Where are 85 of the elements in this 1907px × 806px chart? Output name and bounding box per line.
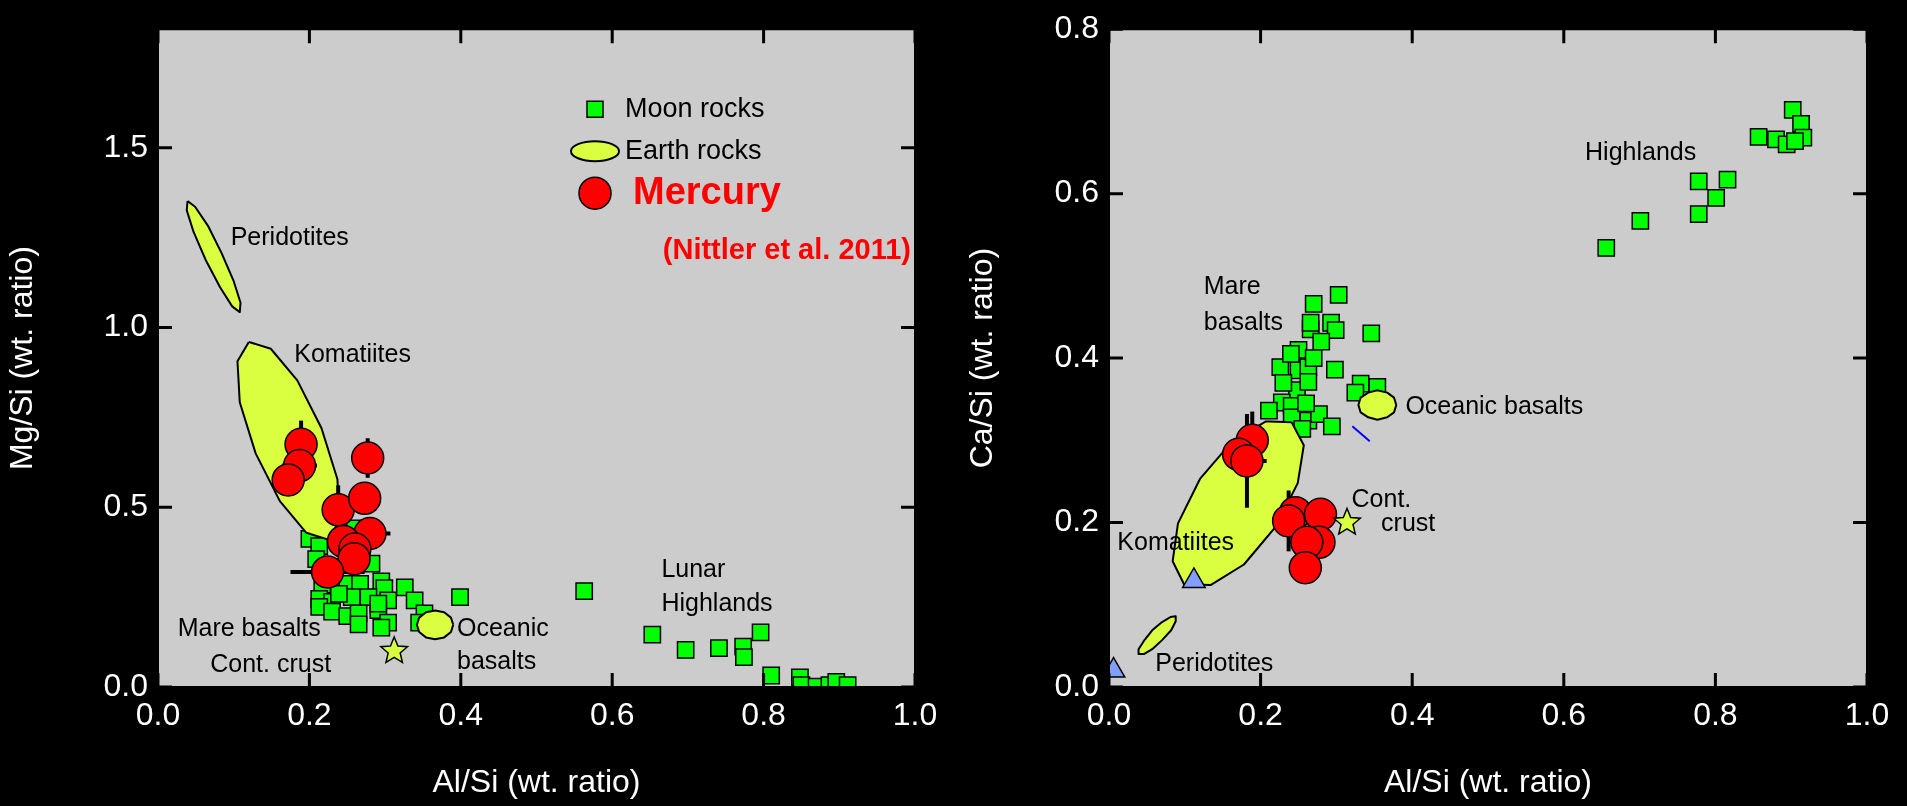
y-tick-label: 0.2 — [1054, 502, 1099, 539]
point — [271, 463, 305, 497]
point — [751, 623, 770, 642]
annotation: Oceanic basalts — [1405, 391, 1584, 420]
annotation: Peridotites — [230, 221, 349, 250]
point — [1332, 507, 1362, 535]
point — [1326, 360, 1344, 379]
point — [1326, 321, 1345, 340]
point — [310, 555, 345, 589]
annotation: basalts — [1203, 307, 1283, 336]
point — [330, 585, 348, 603]
x-tick-label: 0.6 — [1541, 696, 1587, 733]
point — [1718, 170, 1737, 189]
y-axis-title: Mg/Si (wt. ratio) — [3, 246, 40, 471]
point — [369, 594, 388, 613]
annotation: Oceanic — [457, 613, 549, 641]
y-tick-label: 0.6 — [1054, 173, 1099, 210]
y-tick-label: 0.4 — [1054, 337, 1099, 374]
y-tick-label: 1.5 — [103, 127, 148, 164]
annotation: Cont. crust — [210, 648, 332, 677]
point — [1271, 504, 1306, 538]
point — [1749, 128, 1768, 146]
point — [1274, 373, 1293, 392]
legend-label: Moon rocks — [625, 92, 765, 123]
x-tick-label: 0.6 — [589, 696, 635, 733]
point — [735, 648, 753, 667]
point — [1689, 172, 1708, 191]
point — [1707, 188, 1726, 207]
annotation: Mare basalts — [177, 613, 321, 641]
annotation: Peridotites — [1155, 647, 1274, 676]
point — [1304, 349, 1323, 367]
y-tick-label: 0.8 — [1054, 9, 1099, 46]
point — [676, 641, 695, 659]
legend-label: Earth rocks — [625, 134, 762, 165]
point — [1297, 394, 1315, 413]
point — [1282, 345, 1300, 363]
annotation: Lunar — [661, 553, 726, 582]
point — [1329, 285, 1348, 304]
point — [1362, 324, 1381, 343]
x-tick-label: 0.4 — [438, 696, 484, 733]
x-tick-label: 0.2 — [1238, 696, 1283, 733]
point — [347, 481, 382, 516]
x-tick-label: 1.0 — [1844, 696, 1890, 733]
point — [1689, 205, 1708, 224]
point — [1597, 239, 1616, 257]
point — [1299, 373, 1318, 391]
point — [321, 493, 355, 527]
point — [372, 618, 391, 637]
y-tick-label: 0.5 — [103, 487, 148, 524]
x-tick-label: 0.4 — [1389, 696, 1435, 733]
point — [1312, 332, 1331, 351]
annotation: (Nittler et al. 2011) — [662, 233, 911, 266]
x-tick-label: 0.8 — [741, 696, 786, 733]
x-tick-label: 1.0 — [892, 696, 938, 733]
x-tick-label: 0.8 — [1693, 696, 1738, 733]
annotation: Highlands — [1585, 137, 1697, 166]
annotation: Komatiites — [294, 338, 411, 367]
x-axis-title: Al/Si (wt. ratio) — [432, 762, 641, 799]
point — [1783, 100, 1802, 119]
point — [643, 625, 662, 644]
point — [337, 541, 371, 576]
point — [1288, 551, 1323, 585]
point — [380, 636, 409, 664]
point — [350, 441, 385, 475]
point — [349, 615, 368, 634]
x-tick-label: 0.2 — [287, 696, 332, 733]
point — [575, 582, 594, 600]
point — [1304, 294, 1323, 313]
y-tick-label: 1.0 — [103, 307, 148, 344]
point — [710, 639, 728, 658]
x-axis-title: Al/Si (wt. ratio) — [1383, 762, 1593, 799]
point — [1301, 313, 1320, 332]
point — [1230, 444, 1264, 478]
point — [451, 588, 469, 607]
annotation: Highlands — [661, 588, 773, 617]
point — [1786, 132, 1804, 150]
annotation: basalts — [457, 645, 537, 674]
y-axis-title: Ca/Si (wt. ratio) — [963, 247, 1000, 469]
point — [1346, 383, 1365, 402]
annotation: Mare — [1203, 270, 1261, 299]
point — [1631, 211, 1650, 230]
point — [1303, 497, 1338, 532]
point — [1322, 417, 1341, 436]
legend-label: Mercury — [633, 169, 781, 212]
point — [1260, 401, 1278, 420]
